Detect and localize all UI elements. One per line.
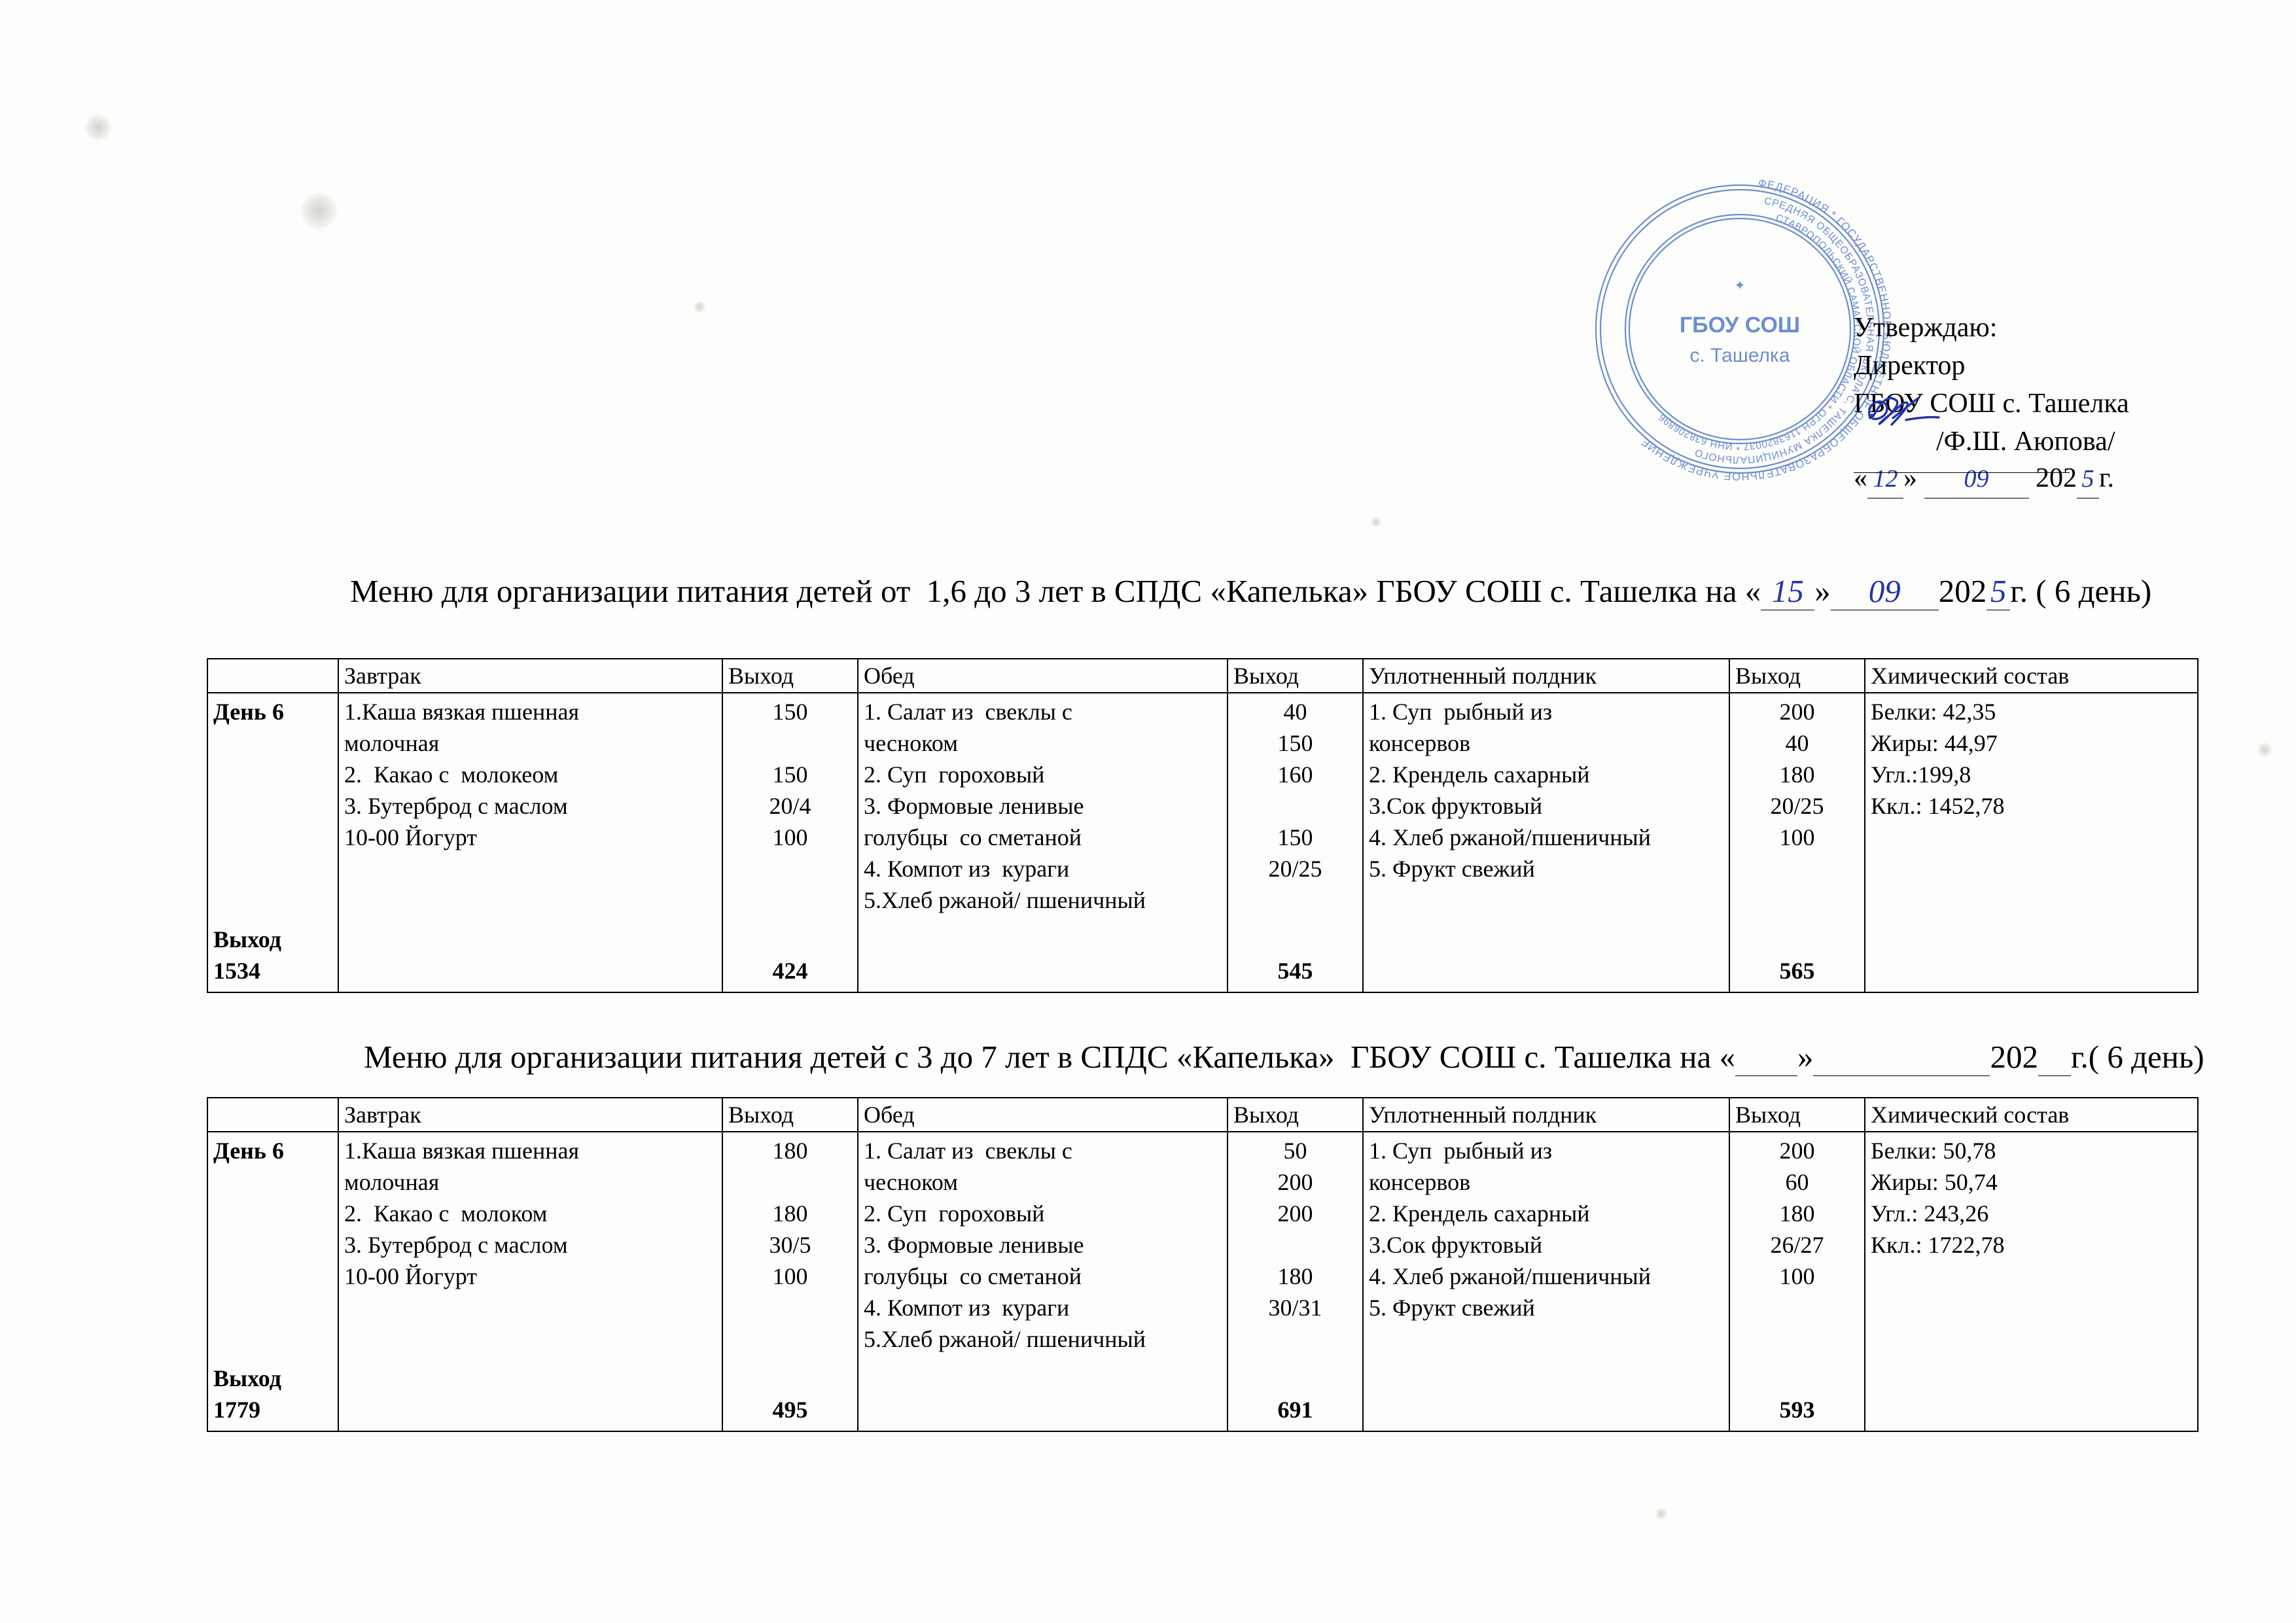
svg-text:ГБОУ СОШ: ГБОУ СОШ xyxy=(1680,313,1800,338)
svg-text:✦: ✦ xyxy=(1735,279,1746,293)
svg-text:с. Ташелка: с. Ташелка xyxy=(1689,345,1790,366)
